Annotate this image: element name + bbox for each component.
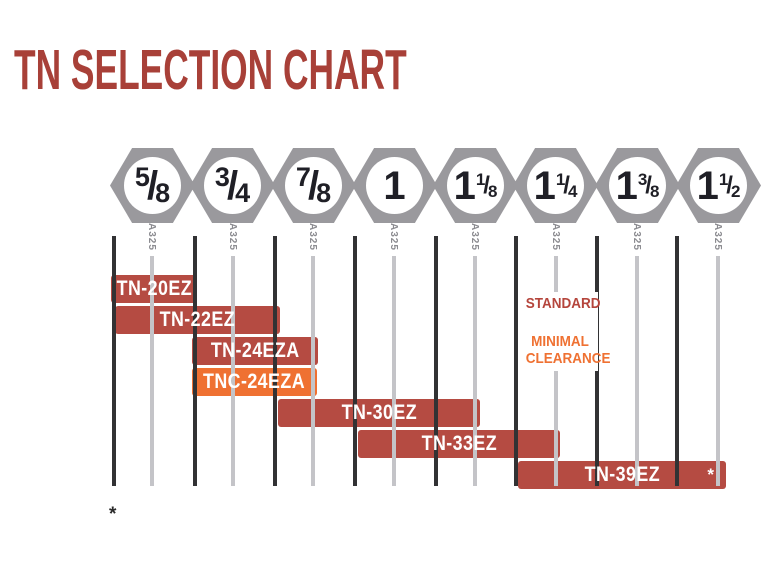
bar-tn-22ez: TN-22EZ: [115, 306, 280, 334]
bar-label: TN-24EZA: [210, 339, 300, 362]
size-fraction: 5/8: [124, 157, 181, 214]
hex-nut-3-4: 3/4: [190, 148, 275, 223]
bar-tn-24eza: TN-24EZA: [192, 337, 318, 365]
bar-label: TNC-24EZA: [203, 370, 306, 393]
bolt-spec-label: A325: [227, 223, 238, 251]
grid-line-boundary: [112, 236, 116, 486]
hex-nut-1-3-8: 1 3/8: [595, 148, 680, 223]
hex-nut-1: 1: [352, 148, 437, 223]
hex-nut-7-8: 7/8: [271, 148, 356, 223]
footnote-asterisk: *: [109, 504, 117, 525]
bar-tn-39ez: TN-39EZ *: [518, 461, 726, 489]
grid-line-size: [635, 256, 639, 486]
bolt-spec-label: A325: [631, 223, 642, 251]
legend-minimal-clearance-label-line2: CLEARANCE: [525, 350, 611, 367]
grid-line-size: [716, 256, 720, 486]
bar-label: TN-30EZ: [341, 401, 417, 424]
bolt-spec-label: A325: [307, 223, 318, 251]
bar-label: TN-20EZ: [116, 277, 192, 300]
size-fraction: 1: [366, 157, 423, 214]
bolt-spec-label: A325: [469, 223, 480, 251]
legend-standard-label: STANDARD: [525, 295, 601, 312]
size-fraction: 7/8: [285, 157, 342, 214]
legend: STANDARD MINIMAL CLEARANCE: [522, 292, 611, 371]
bolt-spec-label: A325: [388, 223, 399, 251]
legend-minimal-clearance-label-line1: MINIMAL: [531, 333, 589, 350]
size-fraction: 3/4: [204, 157, 261, 214]
hex-nut-5-8: 5/8: [110, 148, 195, 223]
bar-tn-33ez: TN-33EZ: [358, 430, 560, 458]
hex-nut-1-1-4: 1 1/4: [513, 148, 598, 223]
bar-label: TN-39EZ: [584, 463, 660, 486]
bar-tnc-24eza: TNC-24EZA: [192, 368, 317, 396]
grid-line-boundary: [353, 236, 357, 486]
bar-asterisk: *: [707, 465, 714, 484]
size-fraction: 1 3/8: [609, 157, 666, 214]
bar-tn-30ez: TN-30EZ: [278, 399, 480, 427]
bar-label: TN-22EZ: [159, 308, 236, 331]
bar-label: TN-33EZ: [421, 432, 497, 455]
hex-nut-1-1-8: 1 1/8: [433, 148, 518, 223]
chart-title: TN SELECTION CHART: [14, 38, 407, 102]
size-fraction: 1 1/8: [447, 157, 504, 214]
bolt-spec-label: A325: [146, 223, 157, 251]
size-fraction: 1 1/4: [527, 157, 584, 214]
hex-nut-1-1-2: 1 1/2: [676, 148, 761, 223]
bolt-spec-label: A325: [550, 223, 561, 251]
bar-tn-20ez: TN-20EZ: [111, 275, 197, 303]
bolt-spec-label: A325: [712, 223, 723, 251]
size-fraction: 1 1/2: [690, 157, 747, 214]
grid-line-boundary: [675, 236, 679, 486]
